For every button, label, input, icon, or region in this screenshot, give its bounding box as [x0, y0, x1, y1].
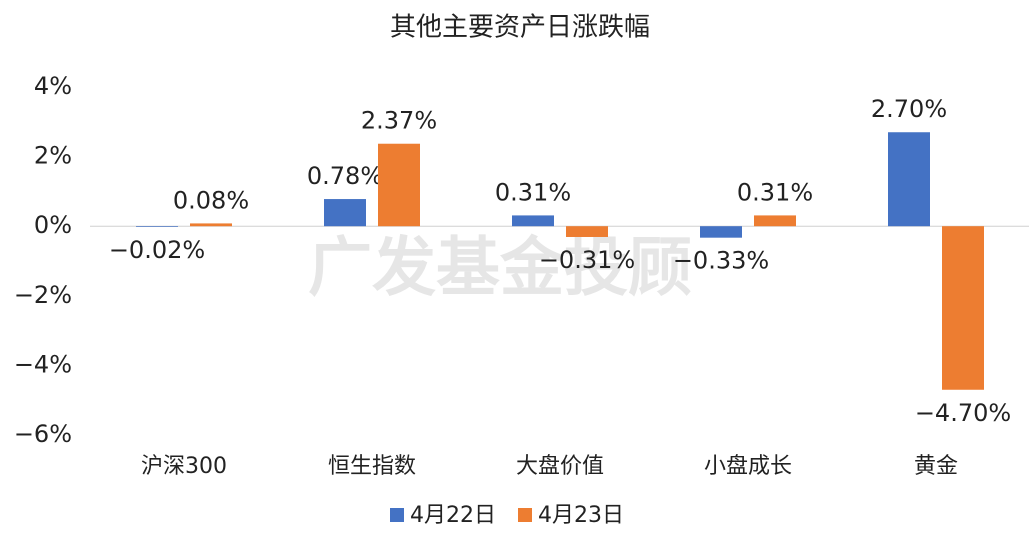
value-label: 0.31% — [737, 178, 813, 206]
bar — [512, 215, 554, 227]
bar — [754, 215, 796, 227]
value-label: −0.02% — [109, 236, 205, 264]
value-label: 0.31% — [495, 178, 571, 206]
x-tick-label: 小盘成长 — [704, 454, 792, 479]
x-tick-label: 沪深300 — [141, 454, 227, 479]
legend-swatch — [518, 508, 532, 522]
bar — [566, 226, 608, 237]
y-tick-label: 0% — [34, 211, 72, 239]
legend-label: 4月22日 — [410, 503, 496, 528]
x-tick-label: 黄金 — [914, 454, 958, 479]
bar — [700, 226, 742, 238]
legend-label: 4月23日 — [538, 503, 624, 528]
value-label: 0.78% — [307, 162, 383, 190]
chart-title: 其他主要资产日涨跌幅 — [390, 13, 650, 43]
bar — [888, 132, 930, 227]
bar — [324, 199, 366, 227]
bar — [190, 223, 232, 227]
value-label: 0.08% — [173, 186, 249, 214]
bar — [942, 226, 984, 390]
value-label: −0.31% — [539, 246, 635, 274]
x-tick-label: 大盘价值 — [516, 454, 604, 479]
legend-swatch — [390, 508, 404, 522]
x-tick-label: 恒生指数 — [328, 454, 416, 479]
bar — [378, 143, 420, 227]
y-tick-label: 4% — [34, 72, 72, 100]
y-tick-label: −6% — [14, 420, 72, 448]
value-label: 2.70% — [871, 95, 947, 123]
watermark: 广发基金投顾 — [308, 232, 692, 306]
value-label: 2.37% — [361, 107, 437, 135]
bar — [136, 226, 178, 227]
y-tick-label: 2% — [34, 142, 72, 170]
value-label: −0.33% — [673, 247, 769, 275]
y-tick-label: −2% — [14, 281, 72, 309]
y-tick-label: −4% — [14, 350, 72, 378]
value-label: −4.70% — [915, 399, 1011, 427]
